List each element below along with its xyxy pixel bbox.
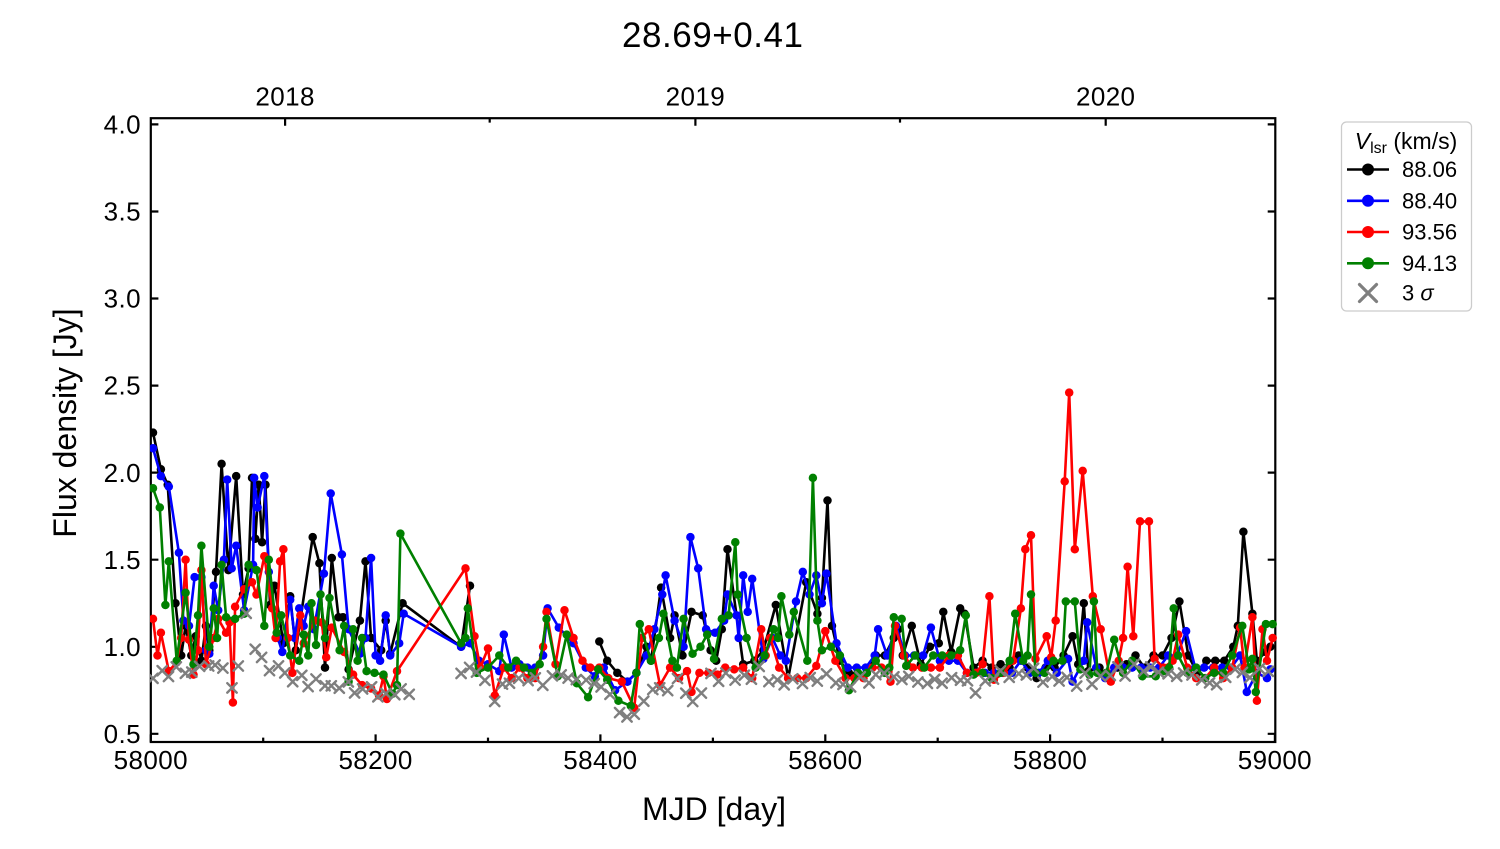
svg-text:2018: 2018	[255, 81, 314, 111]
svg-text:59000: 59000	[1238, 745, 1312, 775]
svg-text:2.0: 2.0	[104, 458, 141, 488]
svg-text:3.0: 3.0	[104, 284, 141, 314]
svg-text:2.5: 2.5	[104, 371, 141, 401]
svg-text:2020: 2020	[1076, 81, 1135, 111]
svg-text:Flux density [Jy]: Flux density [Jy]	[47, 308, 83, 537]
svg-text:58000: 58000	[114, 745, 188, 775]
svg-text:58400: 58400	[563, 745, 637, 775]
svg-text:1.0: 1.0	[104, 632, 141, 662]
svg-text:88.06: 88.06	[1402, 157, 1457, 182]
svg-text:94.13: 94.13	[1402, 251, 1457, 276]
svg-text:0.5: 0.5	[104, 719, 141, 749]
svg-text:3 σ: 3 σ	[1402, 281, 1434, 306]
svg-text:28.69+0.41: 28.69+0.41	[622, 16, 803, 55]
svg-text:2019: 2019	[666, 81, 725, 111]
svg-text:88.40: 88.40	[1402, 188, 1457, 213]
svg-text:58800: 58800	[1013, 745, 1087, 775]
svg-text:1.5: 1.5	[104, 545, 141, 575]
svg-text:Vlsr (km/s): Vlsr (km/s)	[1355, 128, 1458, 157]
svg-text:58600: 58600	[788, 745, 862, 775]
svg-text:3.5: 3.5	[104, 197, 141, 227]
svg-text:4.0: 4.0	[104, 110, 141, 140]
svg-text:MJD [day]: MJD [day]	[642, 791, 786, 827]
svg-text:58200: 58200	[338, 745, 412, 775]
svg-text:93.56: 93.56	[1402, 220, 1457, 245]
